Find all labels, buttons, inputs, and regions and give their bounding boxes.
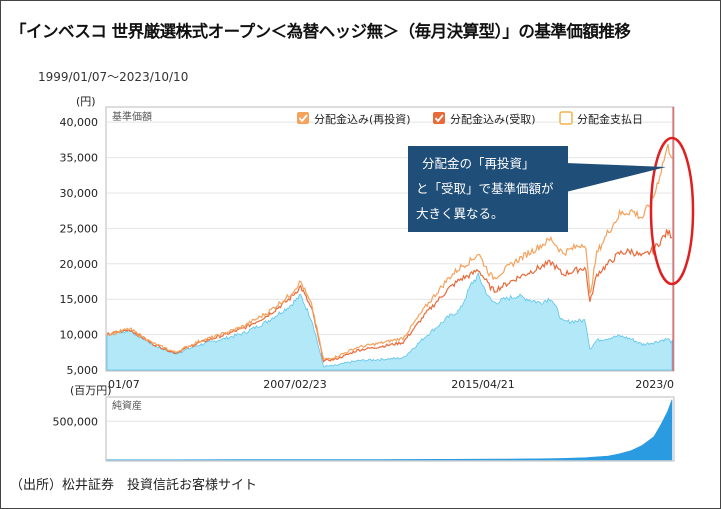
legend-item[interactable]: 分配金込み(受取) xyxy=(433,112,536,126)
legend-checkbox[interactable] xyxy=(297,112,309,124)
main-y-tick-label: 25,000 xyxy=(60,222,99,235)
main-y-tick-label: 40,000 xyxy=(60,116,99,129)
main-series-label: 基準価額 xyxy=(112,110,152,123)
main-series-group xyxy=(106,144,673,371)
main-y-tick-label: 35,000 xyxy=(60,152,99,165)
main-y-tick-label: 5,000 xyxy=(67,364,99,377)
main-y-tick-label: 15,000 xyxy=(60,293,99,306)
main-plot-area xyxy=(105,106,675,372)
source-note: （出所）松井証券 投資信託お客様サイト xyxy=(10,478,258,493)
callout-line-2: と「受取」で基準価額が xyxy=(416,181,554,196)
main-x-tick-label: 2023/0 xyxy=(635,378,674,391)
sub-series-label: 純資産 xyxy=(112,399,142,412)
legend-item[interactable]: 分配金込み(再投資) xyxy=(297,112,411,126)
nav-area xyxy=(106,271,673,371)
main-x-axis: 01/07 2007/02/23 2015/04/21 2023/0 xyxy=(108,378,674,391)
main-y-unit: (円) xyxy=(76,95,96,108)
main-x-tick-label: 2015/04/21 xyxy=(451,378,514,391)
net-assets-area xyxy=(106,399,673,461)
legend-item[interactable]: 分配金支払日 xyxy=(559,111,643,126)
legend: 分配金込み(再投資) 分配金込み(受取) 分配金支払日 xyxy=(297,111,643,126)
legend-checkbox[interactable] xyxy=(433,112,445,124)
highlight-ellipse xyxy=(649,136,695,286)
callout-line-1: 分配金の「再投資」 xyxy=(422,156,535,171)
main-y-tick-label: 30,000 xyxy=(60,187,99,200)
legend-label: 分配金支払日 xyxy=(577,112,643,126)
legend-checkbox[interactable] xyxy=(559,111,573,125)
check-icon xyxy=(298,114,308,123)
legend-label: 分配金込み(再投資) xyxy=(314,112,411,126)
sub-series-group xyxy=(106,399,673,461)
sub-y-axis: 500,000 xyxy=(53,415,672,428)
check-icon xyxy=(434,114,444,123)
legend-label: 分配金込み(受取) xyxy=(450,112,536,126)
callout-box xyxy=(408,146,568,232)
callout-pointer xyxy=(566,163,666,192)
date-range: 1999/01/07〜2023/10/10 xyxy=(38,70,189,84)
reinvest-line xyxy=(106,144,673,361)
main-x-tick-label: 01/07 xyxy=(108,378,140,391)
sub-y-tick-label: 500,000 xyxy=(53,415,99,428)
chart-title: 「インベスコ 世界厳選株式オープン＜為替ヘッジ無＞（毎月決算型）」の基準価額推移 xyxy=(10,22,631,41)
main-y-axis: 5,000 10,000 15,000 20,000 25,000 30,000 35,00… xyxy=(60,116,672,377)
main-y-tick-label: 10,000 xyxy=(60,329,99,342)
sub-y-unit: (百万円) xyxy=(70,384,112,397)
sub-plot-area xyxy=(105,396,675,462)
main-x-tick-label: 2007/02/23 xyxy=(263,378,326,391)
callout-line-3: 大きく異なる。 xyxy=(416,206,504,221)
main-y-tick-label: 20,000 xyxy=(60,258,99,271)
